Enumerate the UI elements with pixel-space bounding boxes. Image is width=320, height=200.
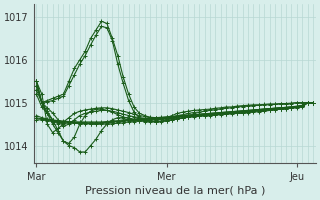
X-axis label: Pression niveau de la mer( hPa ): Pression niveau de la mer( hPa ) bbox=[84, 186, 265, 196]
